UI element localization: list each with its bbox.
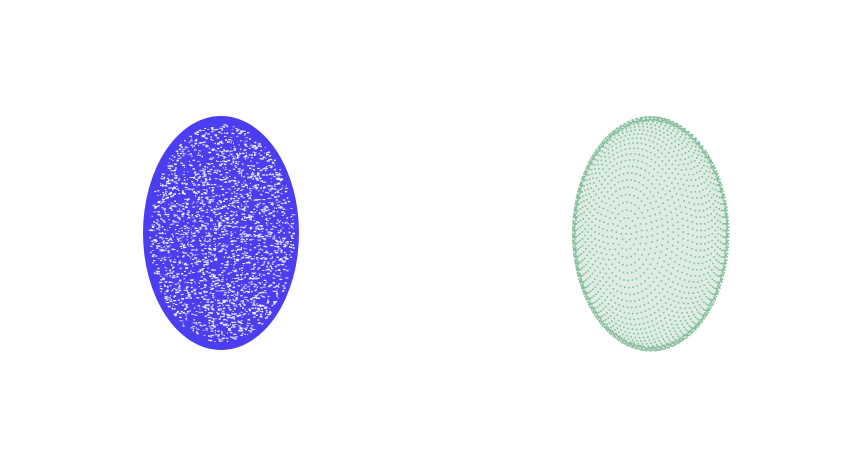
structured-point-ellipsoid — [572, 116, 730, 352]
point-gaps — [148, 124, 296, 342]
random-point-ellipsoid — [143, 116, 299, 350]
ellipsoid-body — [143, 116, 299, 350]
